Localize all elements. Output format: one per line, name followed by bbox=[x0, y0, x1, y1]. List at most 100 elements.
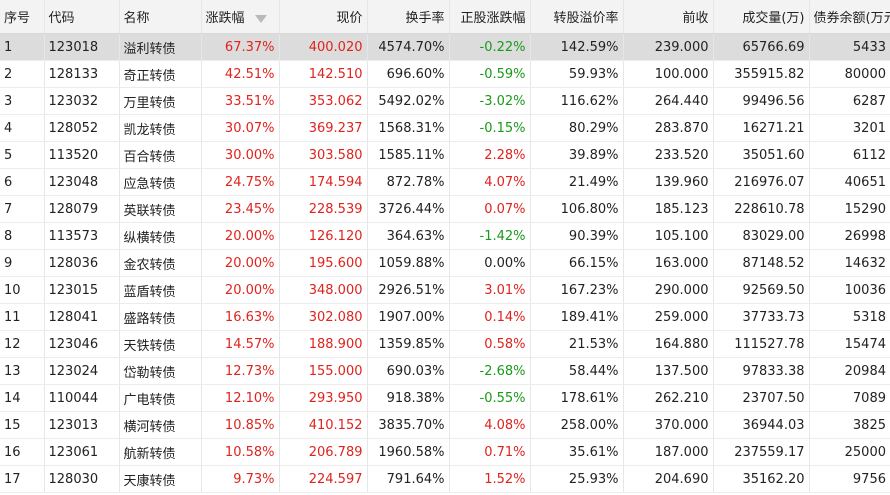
volume-cell: 99496.56 bbox=[713, 87, 810, 115]
table-row[interactable]: 7 128079 英联转债 23.45% 228.539 3726.44% 0.07% 106… bbox=[0, 195, 890, 223]
turnover-rate-cell: 690.03% bbox=[367, 357, 450, 385]
header-conversion-premium[interactable]: 转股溢价率 bbox=[530, 0, 624, 34]
header-code[interactable]: 代码 bbox=[44, 0, 120, 34]
row-index-cell: 13 bbox=[0, 357, 45, 385]
table-row[interactable]: 15 123013 横河转债 10.85% 410.152 3835.70% 4.08% 25… bbox=[0, 411, 890, 439]
header-turnover[interactable]: 换手率 bbox=[367, 0, 450, 34]
bond-balance-cell: 5318 bbox=[809, 303, 890, 331]
bond-balance-cell: 15474 bbox=[809, 330, 890, 358]
table-row[interactable]: 12 123046 天铁转债 14.57% 188.900 1359.85% 0.58% 21… bbox=[0, 330, 890, 358]
row-index-cell: 7 bbox=[0, 195, 45, 223]
bond-name-cell: 横河转债 bbox=[119, 411, 202, 439]
bond-name-cell: 金农转债 bbox=[119, 249, 202, 277]
bond-balance-cell: 20984 bbox=[809, 357, 890, 385]
prev-close-cell: 283.870 bbox=[623, 114, 714, 142]
sort-descending-icon[interactable] bbox=[254, 14, 267, 23]
table-row[interactable]: 6 123048 应急转债 24.75% 174.594 872.78% 4.07% 21.4… bbox=[0, 168, 890, 196]
header-name[interactable]: 名称 bbox=[119, 0, 202, 34]
bond-balance-cell: 15290 bbox=[809, 195, 890, 223]
header-prev-close[interactable]: 前收 bbox=[623, 0, 714, 34]
stock-change-pct-cell: 4.07% bbox=[449, 168, 531, 196]
change-pct-cell: 14.57% bbox=[201, 330, 280, 358]
prev-close-cell: 290.000 bbox=[623, 276, 714, 304]
row-index-cell: 1 bbox=[0, 33, 45, 61]
bond-name-cell: 广电转债 bbox=[119, 384, 202, 412]
bond-name-cell: 溢利转债 bbox=[119, 33, 202, 61]
change-pct-cell: 23.45% bbox=[201, 195, 280, 223]
conversion-premium-cell: 21.49% bbox=[530, 168, 624, 196]
stock-change-pct-cell: 0.71% bbox=[449, 438, 531, 466]
volume-cell: 23707.50 bbox=[713, 384, 810, 412]
header-bond-balance[interactable]: 债券余额(万元) bbox=[809, 0, 890, 34]
change-pct-cell: 12.10% bbox=[201, 384, 280, 412]
header-volume[interactable]: 成交量(万) bbox=[713, 0, 810, 34]
stock-change-pct-cell: -0.59% bbox=[449, 60, 531, 88]
header-stock-change[interactable]: 正股涨跌幅 bbox=[449, 0, 531, 34]
conversion-premium-cell: 35.61% bbox=[530, 438, 624, 466]
stock-change-pct-cell: -0.15% bbox=[449, 114, 531, 142]
table-row[interactable]: 8 113573 纵横转债 20.00% 126.120 364.63% -1.42% 90.… bbox=[0, 222, 890, 250]
prev-close-cell: 239.000 bbox=[623, 33, 714, 61]
bond-code-cell: 123018 bbox=[44, 33, 120, 61]
table-row[interactable]: 5 113520 百合转债 30.00% 303.580 1585.11% 2.28% 39.… bbox=[0, 141, 890, 169]
table-row[interactable]: 11 128041 盛路转债 16.63% 302.080 1907.00% 0.14% 18… bbox=[0, 303, 890, 331]
price-cell: 206.789 bbox=[279, 438, 368, 466]
conversion-premium-cell: 178.61% bbox=[530, 384, 624, 412]
stock-change-pct-cell: 0.00% bbox=[449, 249, 531, 277]
price-cell: 195.600 bbox=[279, 249, 368, 277]
table-row[interactable]: 2 128133 奇正转债 42.51% 142.510 696.60% -0.59% 59.… bbox=[0, 60, 890, 88]
price-cell: 228.539 bbox=[279, 195, 368, 223]
change-pct-cell: 30.00% bbox=[201, 141, 280, 169]
row-index-cell: 11 bbox=[0, 303, 45, 331]
conversion-premium-cell: 167.23% bbox=[530, 276, 624, 304]
volume-cell: 355915.82 bbox=[713, 60, 810, 88]
price-cell: 155.000 bbox=[279, 357, 368, 385]
change-pct-cell: 20.00% bbox=[201, 222, 280, 250]
prev-close-cell: 163.000 bbox=[623, 249, 714, 277]
price-cell: 224.597 bbox=[279, 465, 368, 493]
row-index-cell: 9 bbox=[0, 249, 45, 277]
header-index[interactable]: 序号 bbox=[0, 0, 45, 34]
header-price[interactable]: 现价 bbox=[279, 0, 368, 34]
header-change-pct[interactable]: 涨跌幅 bbox=[201, 0, 280, 34]
bond-code-cell: 123015 bbox=[44, 276, 120, 304]
bond-code-cell: 123048 bbox=[44, 168, 120, 196]
table-row[interactable]: 17 128030 天康转债 9.73% 224.597 791.64% 1.52% 25.9… bbox=[0, 465, 890, 493]
header-change-pct-label: 涨跌幅 bbox=[205, 11, 245, 26]
change-pct-cell: 20.00% bbox=[201, 276, 280, 304]
bond-code-cell: 113573 bbox=[44, 222, 120, 250]
price-cell: 174.594 bbox=[279, 168, 368, 196]
price-cell: 126.120 bbox=[279, 222, 368, 250]
bond-balance-cell: 5433 bbox=[809, 33, 890, 61]
table-row[interactable]: 10 123015 蓝盾转债 20.00% 348.000 2926.51% 3.01% 16… bbox=[0, 276, 890, 304]
table-row[interactable]: 14 110044 广电转债 12.10% 293.950 918.38% -0.55% 17… bbox=[0, 384, 890, 412]
bond-code-cell: 128036 bbox=[44, 249, 120, 277]
volume-cell: 65766.69 bbox=[713, 33, 810, 61]
table-row[interactable]: 4 128052 凯龙转债 30.07% 369.237 1568.31% -0.15% 80… bbox=[0, 114, 890, 142]
conversion-premium-cell: 39.89% bbox=[530, 141, 624, 169]
table-row[interactable]: 3 123032 万里转债 33.51% 353.062 5492.02% -3.02% 11… bbox=[0, 87, 890, 115]
bond-code-cell: 123013 bbox=[44, 411, 120, 439]
stock-change-pct-cell: 0.07% bbox=[449, 195, 531, 223]
table-row[interactable]: 9 128036 金农转债 20.00% 195.600 1059.88% 0.00% 66.… bbox=[0, 249, 890, 277]
prev-close-cell: 370.000 bbox=[623, 411, 714, 439]
price-cell: 400.020 bbox=[279, 33, 368, 61]
conversion-premium-cell: 59.93% bbox=[530, 60, 624, 88]
stock-change-pct-cell: -0.22% bbox=[449, 33, 531, 61]
bond-name-cell: 蓝盾转债 bbox=[119, 276, 202, 304]
turnover-rate-cell: 4574.70% bbox=[367, 33, 450, 61]
bond-name-cell: 奇正转债 bbox=[119, 60, 202, 88]
turnover-rate-cell: 5492.02% bbox=[367, 87, 450, 115]
change-pct-cell: 9.73% bbox=[201, 465, 280, 493]
row-index-cell: 14 bbox=[0, 384, 45, 412]
table-row[interactable]: 16 123061 航新转债 10.58% 206.789 1960.58% 0.71% 35… bbox=[0, 438, 890, 466]
row-index-cell: 10 bbox=[0, 276, 45, 304]
change-pct-cell: 67.37% bbox=[201, 33, 280, 61]
bond-balance-cell: 9756 bbox=[809, 465, 890, 493]
table-row[interactable]: 13 123024 岱勒转债 12.73% 155.000 690.03% -2.68% 58… bbox=[0, 357, 890, 385]
table-row[interactable]: 1 123018 溢利转债 67.37% 400.020 4574.70% -0.22% 14… bbox=[0, 33, 890, 61]
prev-close-cell: 259.000 bbox=[623, 303, 714, 331]
prev-close-cell: 164.880 bbox=[623, 330, 714, 358]
change-pct-cell: 20.00% bbox=[201, 249, 280, 277]
volume-cell: 97833.38 bbox=[713, 357, 810, 385]
